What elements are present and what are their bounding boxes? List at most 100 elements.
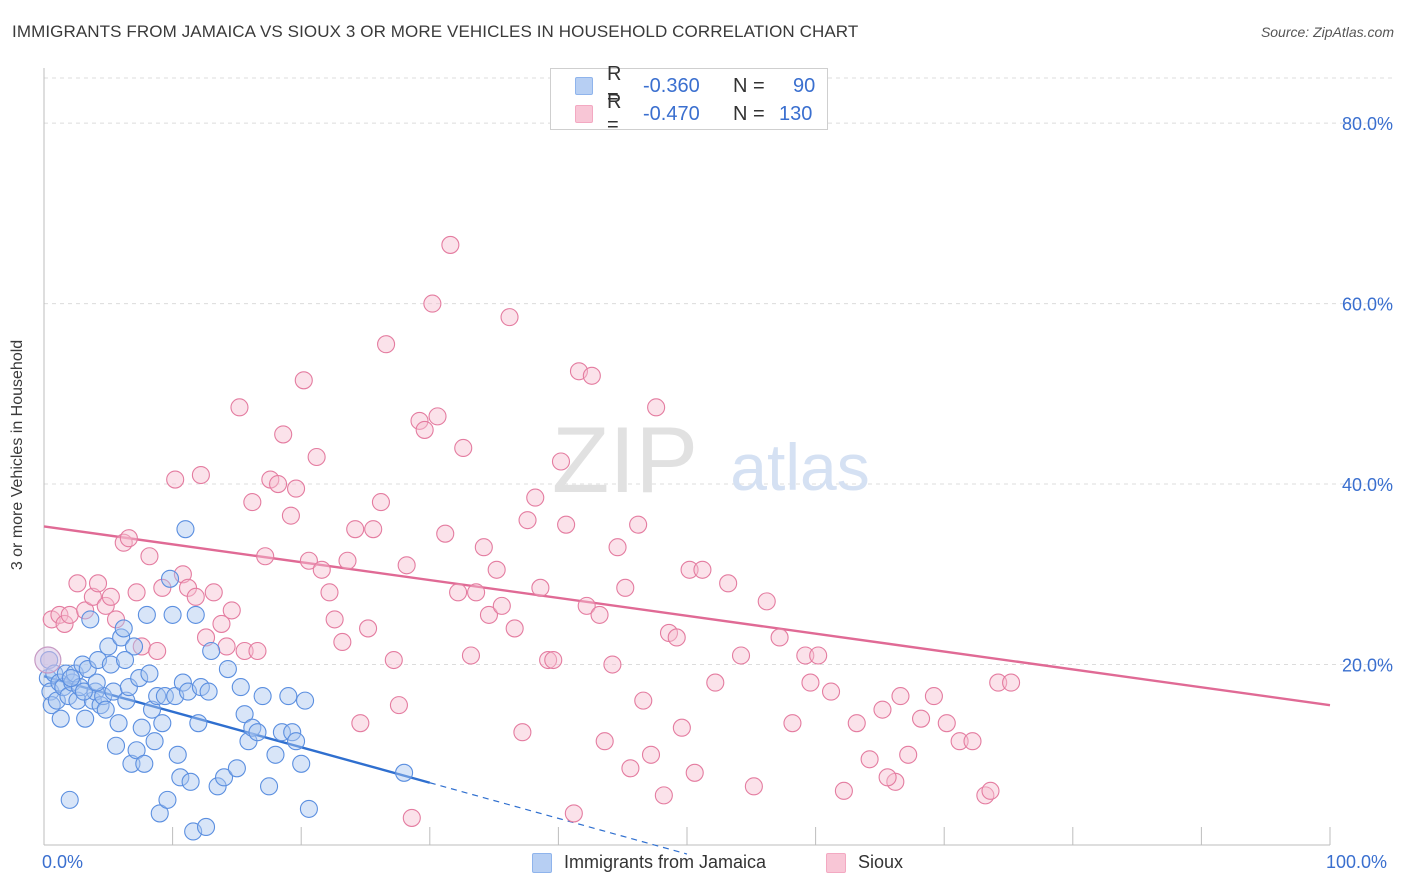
point-jamaica — [140, 664, 159, 683]
point-jamaica — [287, 732, 306, 751]
y-tick-labels: 20.0% 40.0% 60.0% 80.0% — [1342, 114, 1393, 675]
point-sioux — [235, 641, 254, 661]
point-sioux — [248, 641, 267, 661]
point-sioux — [178, 578, 198, 597]
point-sioux — [479, 605, 499, 624]
point-jamaica — [296, 691, 315, 710]
correlation-legend: R = -0.360 N = 90 R = -0.470 N = 130 — [550, 63, 828, 136]
point-jamaica — [181, 772, 200, 791]
point-jamaica — [208, 777, 227, 796]
point-sioux — [153, 578, 172, 597]
point-sioux — [377, 335, 396, 354]
point-sioux — [96, 596, 115, 615]
point-sioux — [106, 610, 126, 629]
point-sioux — [441, 235, 460, 254]
point-sioux — [320, 583, 339, 602]
point-jamaica — [266, 745, 285, 764]
point-sioux — [706, 673, 725, 692]
point-sioux — [891, 687, 910, 706]
point-sioux — [693, 560, 712, 579]
point-sioux — [50, 605, 69, 624]
data-points — [34, 235, 1021, 841]
point-sioux — [912, 709, 931, 728]
y-tick-label: 20.0% — [1342, 656, 1393, 676]
point-sioux — [384, 650, 403, 670]
point-jamaica — [160, 569, 180, 588]
point-jamaica — [115, 650, 135, 670]
point-jamaica — [231, 678, 250, 697]
axes — [43, 68, 1331, 846]
point-jamaica — [101, 655, 120, 674]
point-jamaica — [227, 759, 246, 778]
point-sioux — [526, 488, 545, 507]
point-sioux — [744, 777, 763, 796]
y-tick-label: 40.0% — [1342, 475, 1393, 495]
point-sioux — [672, 718, 691, 737]
point-jamaica — [130, 669, 149, 688]
point-jamaica — [202, 641, 221, 661]
point-jamaica — [148, 687, 167, 706]
point-sioux — [325, 610, 344, 629]
point-jamaica — [248, 723, 267, 742]
point-sioux — [467, 583, 486, 602]
point-sioux — [847, 714, 866, 733]
point-sioux — [269, 475, 288, 494]
point-sioux — [621, 759, 640, 778]
point-sioux — [68, 574, 87, 593]
point-jamaica — [68, 691, 87, 710]
point-sioux — [860, 750, 879, 769]
r-label: R = — [607, 91, 622, 136]
point-sioux — [299, 551, 318, 570]
n-label: N = — [733, 102, 765, 125]
point-jamaica — [173, 673, 192, 692]
point-jamaica — [150, 804, 169, 823]
point-sioux — [55, 614, 74, 633]
r-value: -0.360 — [643, 74, 700, 97]
point-jamaica — [283, 723, 302, 742]
point-sioux — [667, 628, 686, 647]
point-sioux — [230, 398, 249, 417]
grid-lines — [44, 77, 1392, 666]
point-jamaica — [142, 700, 162, 719]
point-sioux — [186, 587, 205, 606]
point-sioux — [346, 520, 365, 539]
point-sioux — [436, 524, 455, 543]
point-jamaica — [218, 659, 237, 679]
point-jamaica — [61, 669, 81, 688]
point-sioux — [899, 745, 918, 764]
point-jamaica — [158, 790, 177, 809]
point-sioux — [338, 551, 357, 570]
point-jamaica — [109, 714, 128, 733]
series-legend: Immigrants from Jamaica Sioux — [0, 852, 1406, 878]
point-sioux — [389, 696, 408, 715]
legend-label-jamaica: Immigrants from Jamaica — [564, 852, 767, 872]
point-sioux — [518, 511, 537, 530]
point-jamaica — [395, 763, 414, 782]
point-sioux — [449, 583, 468, 602]
x-tick-left: 0.0% — [42, 852, 84, 872]
point-sioux — [513, 723, 532, 742]
point-jamaica — [106, 736, 126, 755]
point-sioux — [834, 781, 853, 800]
point-sioux — [590, 605, 609, 624]
point-jamaica — [171, 768, 190, 787]
point-sioux — [101, 587, 120, 606]
point-sioux — [731, 646, 751, 665]
point-jamaica — [81, 610, 100, 629]
point-sioux — [217, 637, 236, 656]
point-jamaica — [279, 687, 298, 706]
point-sioux — [191, 465, 210, 485]
legend-item-jamaica: Immigrants from Jamaica — [532, 852, 766, 873]
point-sioux — [428, 407, 447, 426]
legend-row-sioux: R = -0.470 N = 130 — [551, 91, 812, 136]
point-jamaica — [199, 682, 218, 701]
point-sioux — [801, 673, 820, 692]
legend-swatch-sioux — [826, 852, 846, 873]
point-sioux — [454, 438, 473, 458]
point-jamaica — [51, 709, 70, 728]
point-sioux — [950, 732, 969, 751]
point-sioux — [924, 687, 943, 706]
point-sioux — [402, 808, 421, 827]
legend-item-sioux: Sioux — [826, 852, 903, 873]
